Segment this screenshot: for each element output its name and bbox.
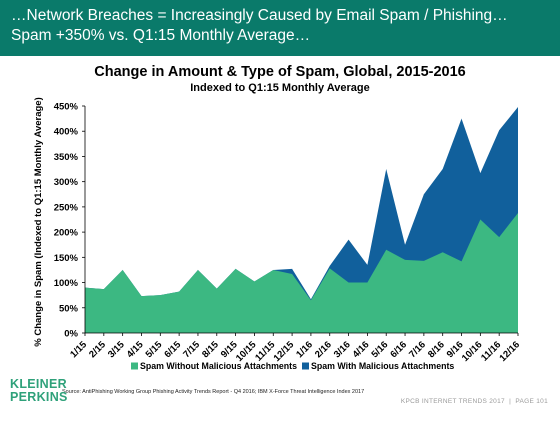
x-tick-label: 6/15: [162, 339, 183, 360]
chart-subtitle: Indexed to Q1:15 Monthly Average: [190, 82, 370, 94]
x-tick-label: 1/16: [294, 339, 315, 360]
x-tick-label: 3/16: [332, 339, 353, 360]
legend-with-swatch: [302, 362, 309, 370]
header-banner: …Network Breaches = Increasingly Caused …: [0, 0, 560, 56]
chart-title: Change in Amount & Type of Spam, Global,…: [94, 64, 466, 80]
logo-line-2: PERKINS: [10, 390, 68, 404]
x-tick-label: 5/16: [369, 339, 390, 360]
kleiner-perkins-logo: KLEINER PERKINS: [10, 378, 68, 404]
y-tick-label: 150%: [54, 253, 79, 264]
footer-page-number: PAGE 101: [515, 398, 548, 405]
x-tick-label: 12/16: [498, 339, 523, 364]
x-tick-label: 1/15: [68, 339, 89, 360]
header-title-line-2: Spam +350% vs. Q1:15 Monthly Average…: [11, 27, 311, 44]
x-tick-label: 7/15: [181, 339, 202, 360]
legend-with-label: Spam With Malicious Attachments: [311, 361, 454, 371]
x-tick-label: 4/16: [351, 339, 372, 360]
logo-line-1: KLEINER: [10, 377, 67, 391]
series-without-malicious-area: [85, 212, 518, 333]
y-tick-label: 100%: [54, 278, 79, 289]
x-tick-label: 10/16: [460, 339, 485, 364]
y-tick-label: 350%: [54, 152, 79, 163]
x-tick-label: 3/15: [106, 339, 127, 360]
x-tick-label: 4/15: [125, 339, 146, 360]
footer-separator: |: [509, 398, 512, 405]
y-tick-label: 400%: [54, 127, 79, 138]
y-tick-label: 250%: [54, 202, 79, 213]
x-tick-label: 8/15: [200, 339, 221, 360]
x-tick-label: 7/16: [407, 339, 428, 360]
header-title-line-1: …Network Breaches = Increasingly Caused …: [11, 7, 508, 24]
x-tick-label: 2/15: [87, 339, 108, 360]
source-note: Source: AntiPhishing Working Group Phish…: [62, 389, 365, 395]
y-tick-label: 0%: [64, 329, 78, 340]
legend-without-label: Spam Without Malicious Attachments: [140, 361, 297, 371]
x-tick-label: 8/16: [426, 339, 447, 360]
legend-without-swatch: [131, 362, 138, 370]
x-tick-label: 5/15: [144, 339, 165, 360]
footer-report-name: KPCB INTERNET TRENDS 2017: [400, 398, 505, 405]
y-tick-label: 50%: [59, 303, 79, 314]
y-tick-label: 450%: [54, 102, 79, 113]
footer: KPCB INTERNET TRENDS 2017 | PAGE 101: [401, 398, 548, 405]
y-axis-title: % Change in Spam (Indexed to Q1:15 Month…: [33, 97, 44, 347]
x-tick-label: 2/16: [313, 339, 334, 360]
x-tick-label: 6/16: [388, 339, 409, 360]
y-tick-label: 300%: [54, 177, 79, 188]
y-tick-label: 200%: [54, 228, 79, 239]
x-tick-label: 11/16: [479, 339, 503, 363]
